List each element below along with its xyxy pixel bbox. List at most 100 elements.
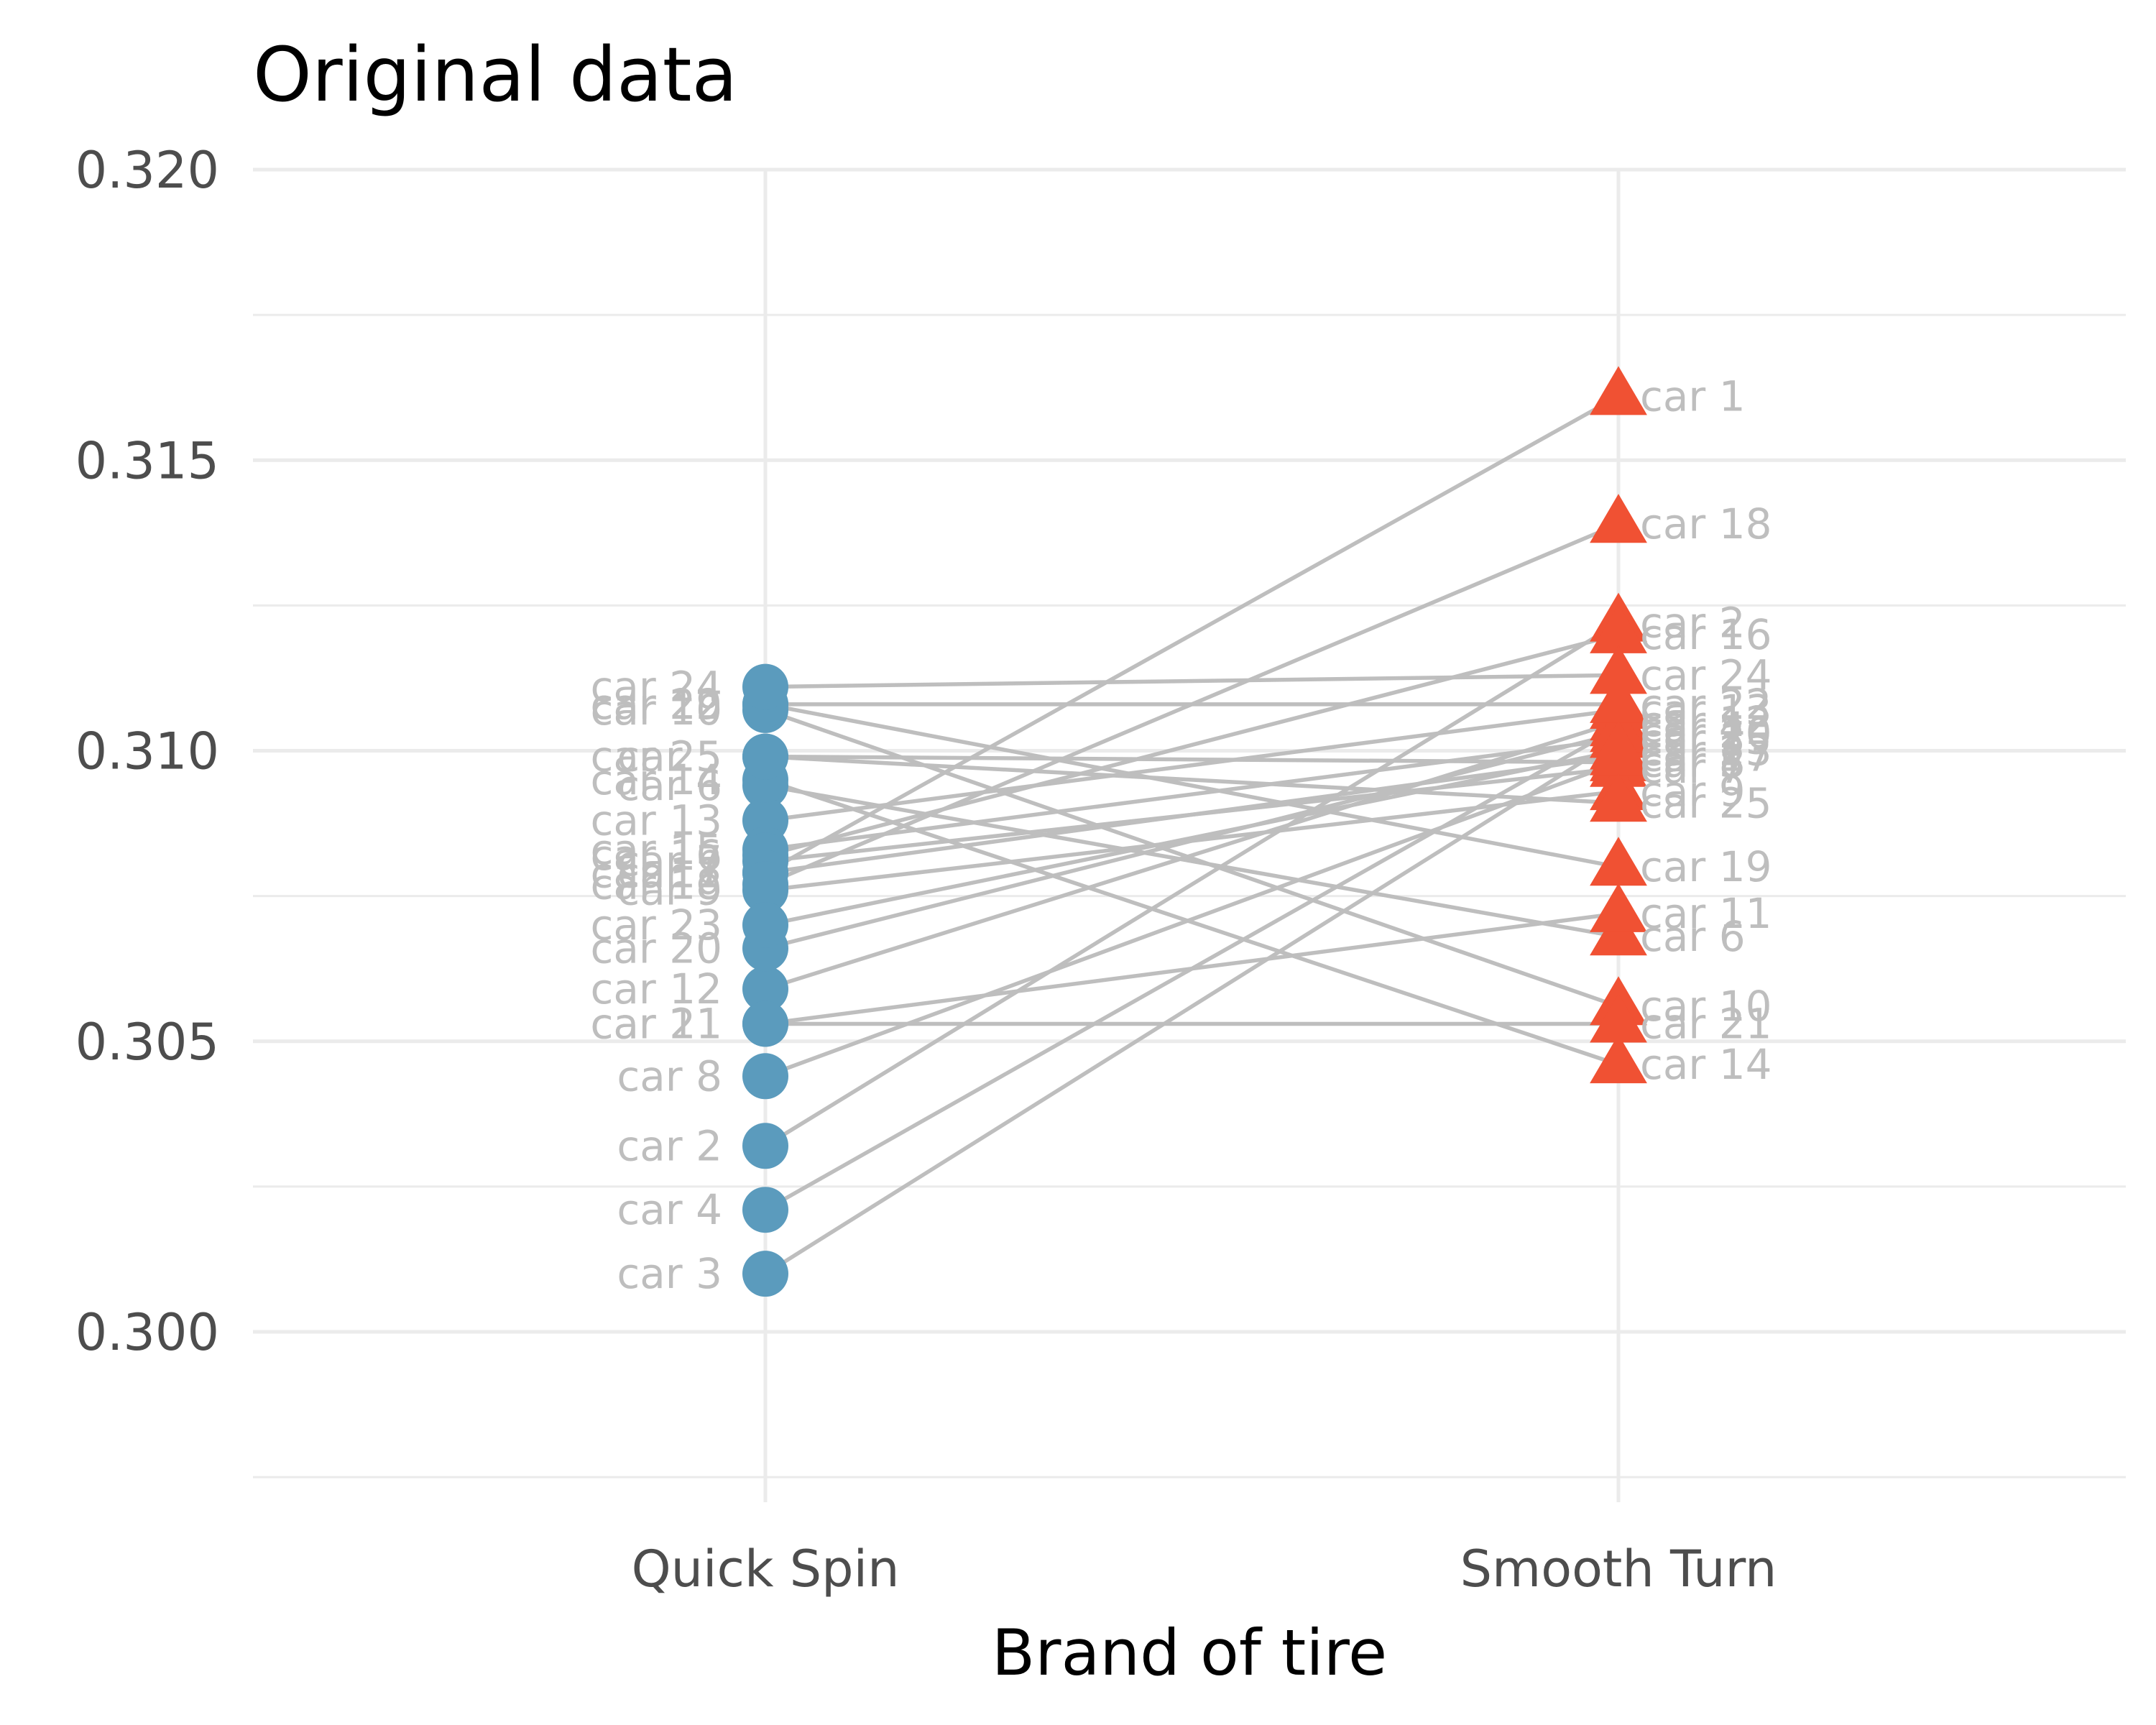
quick-spin-point-label: car 8: [617, 1052, 722, 1100]
pair-line: [765, 783, 1619, 939]
quick-spin-point-label: car 21: [590, 999, 722, 1048]
smooth-turn-point-label: car 23: [1640, 727, 1772, 776]
quick-spin-point-label: car 3: [617, 1249, 722, 1298]
smooth-turn-point: [1590, 1034, 1647, 1084]
quick-spin-point-label: car 18: [590, 860, 722, 908]
smooth-turn-point: [1590, 366, 1647, 415]
quick-spin-point: [742, 965, 788, 1012]
pair-line: [764, 621, 1620, 1148]
x-tick-label: Quick Spin: [632, 1540, 900, 1598]
quick-spin-point-label: car 4: [617, 1185, 722, 1234]
quick-spin-point-label: car 6: [617, 761, 722, 810]
points: [742, 366, 1647, 1297]
pair-line: [765, 911, 1619, 1026]
pair-line: [765, 708, 1619, 1008]
smooth-turn-point: [1590, 883, 1647, 932]
chart-title: Original data: [253, 31, 737, 119]
smooth-turn-point: [1590, 645, 1647, 694]
y-tick-label: 0.300: [75, 1303, 219, 1362]
pair-line: [765, 632, 1619, 857]
grid: [253, 167, 2126, 1502]
quick-spin-point-label: car 2: [617, 1121, 722, 1170]
pair-lines: [764, 394, 1620, 1276]
smooth-turn-point: [1590, 720, 1647, 770]
smooth-turn-point-label: car 7: [1640, 744, 1746, 793]
smooth-turn-point: [1590, 993, 1647, 1043]
smooth-turn-point-label: car 25: [1640, 778, 1772, 827]
pair-line: [765, 737, 1619, 852]
quick-spin-point-label: car 25: [590, 732, 722, 781]
pair-line: [765, 778, 1619, 1067]
quick-spin-point-label: car 10: [590, 686, 722, 735]
quick-spin-point-label: car 19: [590, 680, 722, 729]
smooth-turn-point-label: car 14: [1640, 1040, 1772, 1089]
y-tick-label: 0.310: [75, 722, 219, 781]
quick-spin-point: [742, 663, 788, 710]
quick-spin-point-label: car 11: [590, 999, 722, 1048]
pair-line: [765, 754, 1619, 806]
smooth-turn-point-label: car 18: [1640, 500, 1772, 548]
pair-line: [765, 673, 1619, 689]
smooth-turn-point-label: car 2: [1640, 599, 1746, 648]
y-tick-label: 0.320: [75, 141, 219, 200]
quick-spin-point-label: car 20: [590, 924, 722, 972]
quick-spin-point: [742, 902, 788, 949]
smooth-turn-point-label: car 10: [1640, 982, 1772, 1031]
smooth-turn-point-label: car 6: [1640, 912, 1746, 961]
quick-spin-point-label: car 7: [617, 837, 722, 886]
smooth-turn-point-label: car 16: [1640, 610, 1772, 659]
smooth-turn-point-label: car 20: [1640, 709, 1772, 758]
x-axis-title: Brand of tire: [992, 1616, 1387, 1690]
quick-spin-point-label: car 1: [617, 848, 722, 897]
smooth-turn-point-label: car 3: [1640, 714, 1746, 763]
pair-line: [765, 708, 1619, 823]
smooth-turn-point-label: car 4: [1640, 703, 1746, 752]
quick-spin-point-label: car 17: [590, 848, 722, 897]
quick-spin-point: [742, 1123, 788, 1169]
quick-spin-point-label: car 16: [590, 831, 722, 880]
pair-line: [764, 737, 1620, 1276]
quick-spin-point-label: car 23: [590, 901, 722, 949]
y-tick-label: 0.315: [75, 431, 219, 490]
smooth-turn-point-label: car 11: [1640, 889, 1772, 938]
smooth-turn-point-label: car 21: [1640, 999, 1772, 1048]
pair-line: [765, 702, 1619, 869]
quick-spin-point-label: car 5: [617, 732, 722, 781]
smooth-turn-point: [1590, 494, 1647, 543]
quick-spin-point-label: car 15: [590, 825, 722, 874]
quick-spin-point: [742, 1187, 788, 1233]
pair-line: [765, 719, 1619, 991]
smooth-turn-point-label: car 1: [1640, 372, 1746, 420]
smooth-turn-point: [1590, 673, 1647, 723]
smooth-turn-point-label: car 9: [1640, 767, 1746, 816]
pair-line: [764, 394, 1620, 875]
quick-spin-point: [742, 1053, 788, 1100]
pair-line: [765, 731, 1619, 951]
pair-line: [765, 748, 1619, 927]
quick-spin-point-label: car 22: [590, 680, 722, 729]
quick-spin-point-label: car 9: [617, 866, 722, 915]
quick-spin-point: [742, 861, 788, 908]
smooth-turn-point-label: car 17: [1640, 732, 1772, 781]
x-tick-label: Smooth Turn: [1460, 1540, 1777, 1598]
smooth-turn-point-label: car 24: [1640, 650, 1772, 699]
smooth-turn-point: [1590, 773, 1647, 822]
smooth-turn-point: [1590, 837, 1647, 886]
y-tick-label: 0.305: [75, 1013, 219, 1072]
quick-spin-point: [742, 733, 788, 780]
smooth-turn-point-label: car 13: [1640, 686, 1772, 735]
quick-spin-point-label: car 14: [590, 755, 722, 804]
quick-spin-point-label: car 13: [590, 796, 722, 845]
smooth-turn-point-label: car 22: [1640, 680, 1772, 729]
smooth-turn-point-label: car 15: [1640, 714, 1772, 763]
smooth-turn-point: [1590, 604, 1647, 653]
quick-spin-point-label: car 12: [590, 965, 722, 1013]
quick-spin-point: [742, 1251, 788, 1297]
quick-spin-point: [742, 1000, 788, 1047]
smooth-turn-point-label: car 5: [1640, 738, 1746, 787]
quick-spin-point-label: car 24: [590, 663, 722, 712]
smooth-turn-point-label: car 19: [1640, 842, 1772, 891]
y-axis-tick-labels: 0.300 0.305 0.310 0.315 0.320: [75, 141, 219, 1362]
